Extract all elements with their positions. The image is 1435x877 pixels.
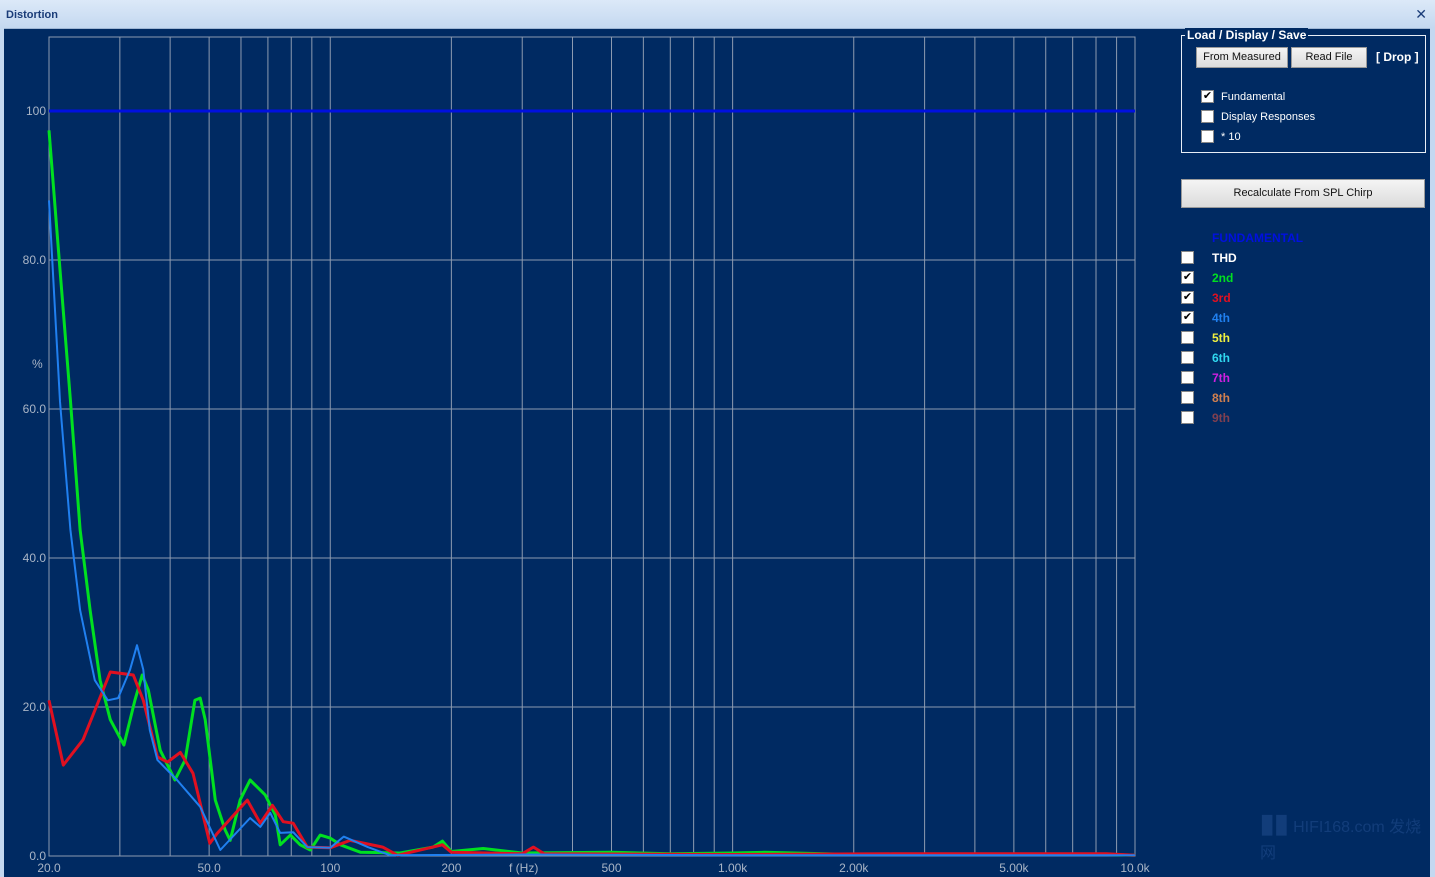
y-axis-label: % [32,357,43,371]
harmonic-checkbox-9th[interactable] [1181,411,1194,424]
harmonic-label-thd: THD [1212,251,1237,265]
x-axis-label: f (Hz) [509,861,538,875]
close-icon[interactable]: ✕ [1415,6,1427,22]
drop-button[interactable]: [ Drop ] [1376,50,1419,64]
harmonic-checkbox-thd[interactable] [1181,251,1194,264]
window-title: Distortion [6,9,58,21]
from-measured-button[interactable]: From Measured [1196,47,1288,68]
harmonic-label-2nd: 2nd [1212,271,1234,285]
y-tick-label: 40.0 [23,551,47,565]
harmonic-label-5th: 5th [1212,331,1230,345]
watermark: ▮▮ HIFI168.com 发烧网 [1260,808,1422,862]
harmonic-checkbox-4th[interactable]: ✔ [1181,311,1194,324]
y-tick-label: 60.0 [23,402,47,416]
harmonic-checkbox-2nd[interactable]: ✔ [1181,271,1194,284]
series-4th-line [48,200,1135,857]
x-tick-label: 200 [441,861,461,875]
x-tick-label: 20.0 [37,861,61,875]
harmonic-checkbox-7th[interactable] [1181,371,1194,384]
harmonic-label-9th: 9th [1212,411,1230,425]
harmonic-checkbox-3rd[interactable]: ✔ [1181,291,1194,304]
option-checkbox[interactable] [1201,110,1214,123]
recalculate-button[interactable]: Recalculate From SPL Chirp [1181,179,1425,208]
harmonic-checkbox-8th[interactable] [1181,391,1194,404]
window-frame-right [1430,28,1435,877]
plot-area [48,36,1136,857]
x-tick-label: 100 [320,861,340,875]
harmonic-checkbox-6th[interactable] [1181,351,1194,364]
option-label: * 10 [1221,131,1241,143]
harmonic-label-7th: 7th [1212,371,1230,385]
harmonic-label-8th: 8th [1212,391,1230,405]
harmonic-label-4th: 4th [1212,311,1230,325]
y-tick-label: 20.0 [23,700,47,714]
title-bar: Distortion ✕ [0,0,1435,29]
x-tick-label: 1.00k [718,861,748,875]
option-checkbox[interactable] [1201,130,1214,143]
option-label: Fundamental [1221,91,1286,103]
read-file-button[interactable]: Read File [1291,47,1367,68]
group-title: Load / Display / Save [1185,28,1309,42]
x-tick-label: 50.0 [197,861,221,875]
option-checkbox[interactable]: ✔ [1201,90,1214,103]
x-tick-label: 2.00k [839,861,869,875]
y-tick-label: 0.0 [29,849,46,863]
y-tick-label: 100 [26,104,46,118]
harmonic-checkbox-5th[interactable] [1181,331,1194,344]
x-tick-label: 500 [601,861,621,875]
series-3rd-line [47,670,1136,857]
window-frame-left [0,28,4,877]
harmonic-label-6th: 6th [1212,351,1230,365]
harmonic-label-3rd: 3rd [1212,291,1231,305]
y-tick-label: 80.0 [23,253,47,267]
x-tick-label: 5.00k [999,861,1029,875]
fundamental-label: FUNDAMENTAL [1212,231,1304,245]
x-tick-label: 10.0k [1120,861,1150,875]
option-label: Display Responses [1221,111,1316,123]
